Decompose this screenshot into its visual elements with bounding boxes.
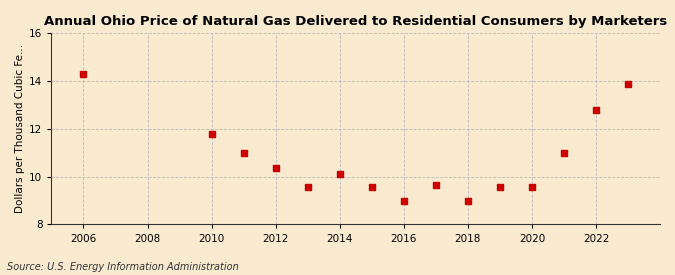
Point (302, 185, 313, 190)
Y-axis label: Dollars per Thousand Cubic Fe...: Dollars per Thousand Cubic Fe... (15, 44, 25, 213)
Point (238, 151, 249, 155)
Point (462, 198, 473, 203)
Point (78, 72, 89, 76)
Point (334, 172, 345, 177)
Point (398, 198, 409, 203)
Text: Source: U.S. Energy Information Administration: Source: U.S. Energy Information Administ… (7, 262, 238, 272)
Point (591, 108, 601, 112)
Point (367, 185, 377, 190)
Title: Annual Ohio Price of Natural Gas Delivered to Residential Consumers by Marketers: Annual Ohio Price of Natural Gas Deliver… (44, 15, 668, 28)
Point (622, 81, 633, 86)
Point (558, 151, 569, 155)
Point (526, 185, 537, 190)
Point (206, 131, 217, 136)
Point (495, 185, 506, 190)
Point (270, 166, 281, 170)
Point (431, 183, 441, 187)
